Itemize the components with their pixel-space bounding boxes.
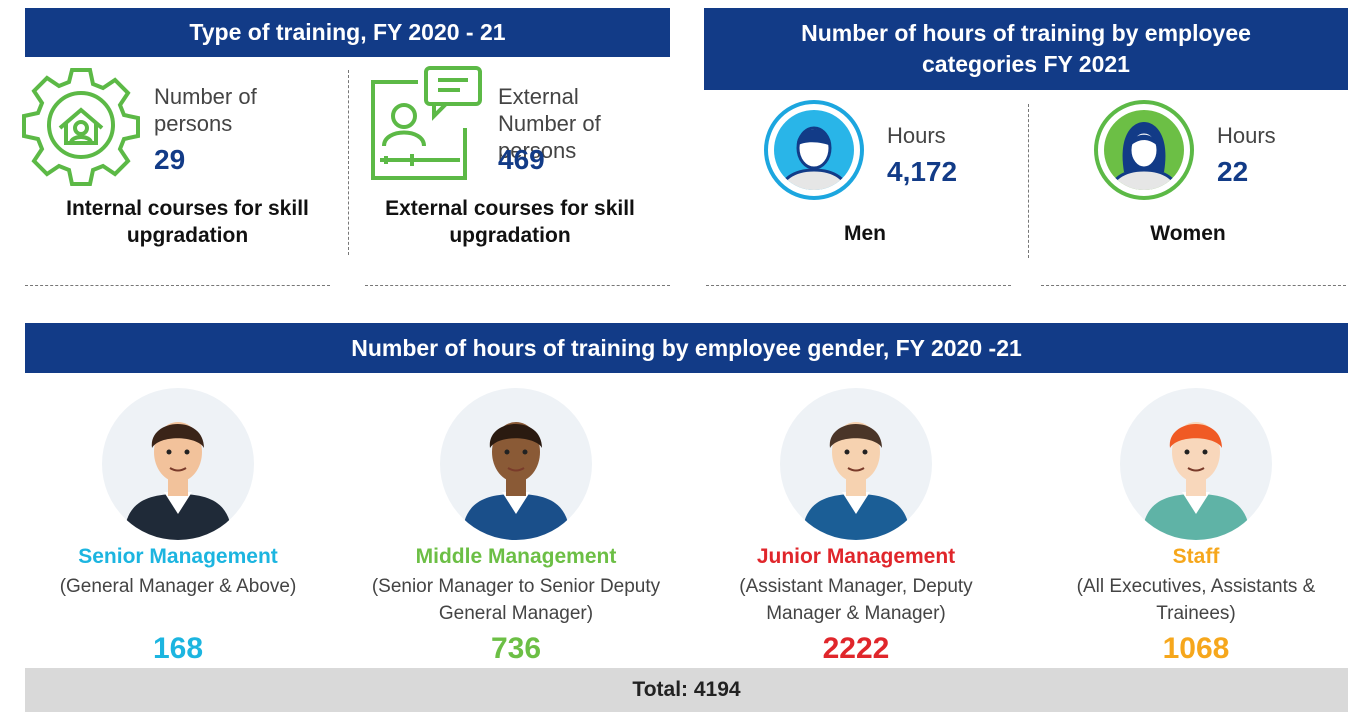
hours-value: 1068	[1162, 632, 1230, 665]
women-icon	[1094, 100, 1194, 200]
metric-label: External Number of persons	[498, 84, 601, 163]
role-title: Staff	[1172, 545, 1220, 568]
role-title: Senior Management	[78, 545, 278, 568]
role-description: (All Executives, Assistants & Trainees)	[1076, 576, 1316, 624]
divider	[25, 285, 330, 286]
section-header: Type of training, FY 2020 - 21	[25, 8, 670, 57]
metric-label: Number of persons	[154, 84, 257, 136]
role-description: (General Manager & Above)	[59, 576, 297, 597]
avatar	[440, 388, 592, 540]
section-header: Number of hours of training by employee …	[704, 8, 1348, 90]
avatar	[1120, 388, 1272, 540]
caption: External courses for skill upgradation	[385, 197, 635, 247]
divider	[706, 285, 1011, 286]
avatar	[780, 388, 932, 540]
metric-label: Hours	[1217, 123, 1276, 148]
avatar	[102, 388, 254, 540]
metric-label: Hours	[887, 123, 946, 148]
role-title: Junior Management	[756, 545, 956, 568]
gear-icon	[22, 68, 140, 186]
men-icon	[764, 100, 864, 200]
divider	[348, 70, 349, 255]
caption: Women	[1150, 222, 1226, 245]
role-title: Middle Management	[415, 545, 617, 568]
hours-value: 2222	[822, 632, 890, 665]
hours-value: 168	[152, 632, 204, 665]
hours-value: 736	[490, 632, 542, 665]
caption: Internal courses for skill upgradation	[66, 197, 309, 247]
metric-value: 4,172	[887, 156, 958, 187]
divider	[1028, 104, 1029, 258]
section-header: Number of hours of training by employee …	[25, 323, 1348, 373]
caption: Men	[844, 222, 886, 245]
metric-value: 29	[154, 144, 186, 175]
screen-icon	[371, 66, 482, 180]
total-bar: Total: 4194	[25, 668, 1348, 712]
metric-value: 469	[498, 144, 545, 175]
divider	[365, 285, 670, 286]
divider	[1041, 285, 1346, 286]
role-description: (Assistant Manager, Deputy Manager & Man…	[739, 576, 973, 624]
metric-value: 22	[1217, 156, 1249, 187]
role-description: (Senior Manager to Senior Deputy General…	[371, 576, 661, 624]
